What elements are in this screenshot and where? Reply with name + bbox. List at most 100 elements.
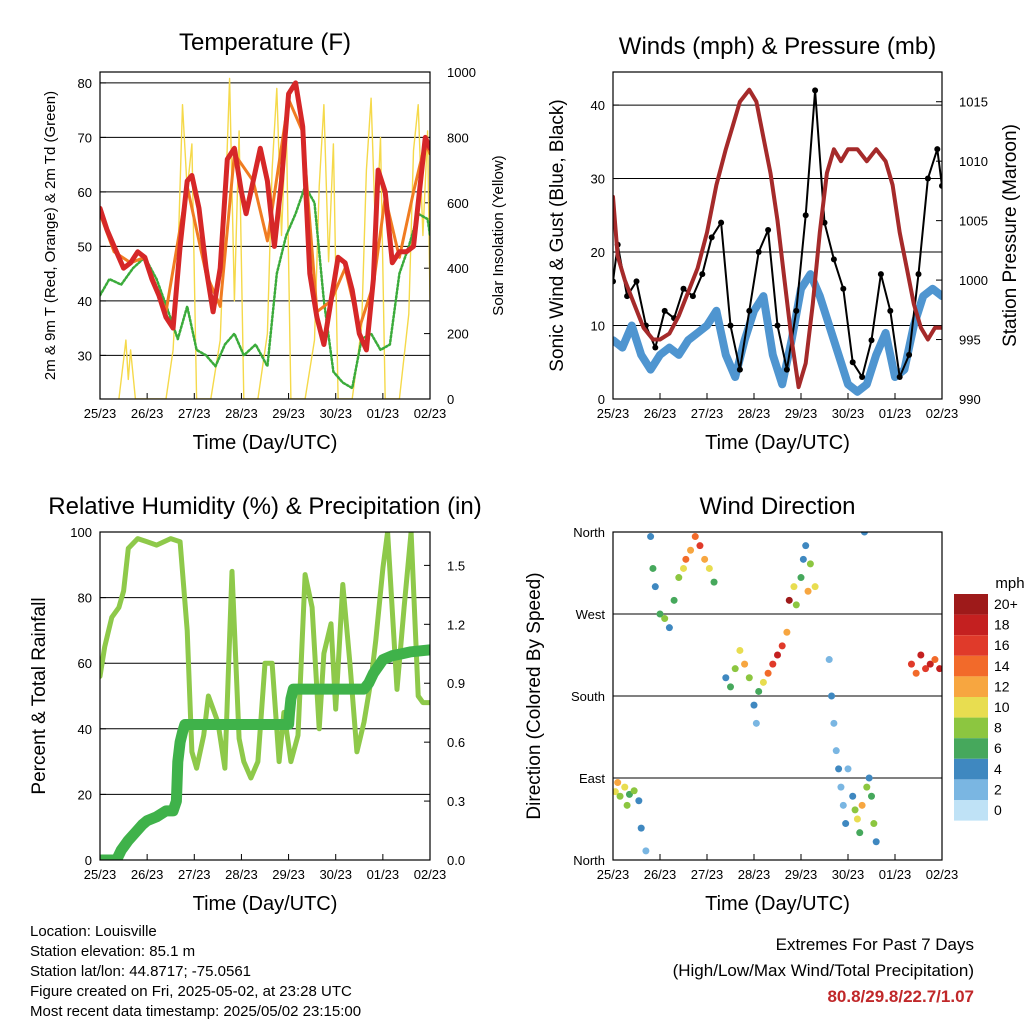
panel3-title: Relative Humidity (%) & Precipitation (i… bbox=[48, 493, 481, 520]
panel1-series-t2m-line bbox=[100, 80, 430, 353]
panel2-gust-point-22 bbox=[812, 87, 819, 94]
panel4-point-30 bbox=[741, 660, 749, 668]
panel2-xtick-label-6: 01/23 bbox=[879, 406, 912, 421]
panel3-y2tick-label-0: 0.0 bbox=[447, 853, 465, 868]
panel4-xtick-label-0: 25/23 bbox=[597, 867, 630, 882]
panel4-point-36 bbox=[764, 669, 772, 677]
panel3-xtick-label-0: 25/23 bbox=[84, 867, 117, 882]
panel2-y2tick-label-0: 990 bbox=[959, 392, 981, 407]
panel2-gust-point-34 bbox=[924, 175, 931, 182]
panel4-legend-label-0: 20+ bbox=[994, 596, 1018, 612]
panel2-y2tick-label-3: 1005 bbox=[959, 214, 988, 229]
panel4-point-35 bbox=[759, 678, 767, 686]
panel4-ytick-label-1: East bbox=[579, 771, 605, 786]
panel4-point-12 bbox=[651, 583, 659, 591]
panel3-plot-area bbox=[100, 532, 430, 860]
panel4-point-6 bbox=[614, 779, 622, 787]
panel2-xtick-label-2: 27/23 bbox=[691, 406, 724, 421]
panel4-point-1 bbox=[616, 792, 624, 800]
panel2-ytick-label-4: 40 bbox=[591, 98, 605, 113]
panel4-point-9 bbox=[642, 847, 650, 855]
footer-location: Location: Louisville bbox=[30, 923, 157, 940]
panel4-point-21 bbox=[691, 533, 699, 541]
panel2-gust-point-9 bbox=[689, 293, 696, 300]
panel2-gust-point-16 bbox=[755, 249, 762, 256]
panel1-xtick-label-5: 30/23 bbox=[319, 406, 352, 421]
panel4-point-4 bbox=[630, 787, 638, 795]
panel2-xtick-label-1: 26/23 bbox=[644, 406, 677, 421]
panel4-legend-label-9: 2 bbox=[994, 781, 1002, 797]
panel3-xtick-label-4: 29/23 bbox=[272, 867, 305, 882]
panel2-gust-point-25 bbox=[840, 285, 847, 292]
panel2-gust-point-13 bbox=[727, 322, 734, 329]
panel4-point-32 bbox=[750, 701, 758, 709]
panel4-point-45 bbox=[799, 555, 807, 563]
panel1-ytick-label-0: 30 bbox=[78, 348, 92, 363]
panel4-legend-label-2: 16 bbox=[994, 637, 1010, 653]
panel4-point-44 bbox=[797, 574, 805, 582]
panel2-gust-point-36 bbox=[939, 182, 942, 189]
panel4-xtick-label-1: 26/23 bbox=[644, 867, 677, 882]
panel2-gust-point-12 bbox=[718, 219, 725, 226]
panel2-xtick-label-3: 28/23 bbox=[738, 406, 771, 421]
panel1-y2tick-label-3: 600 bbox=[447, 196, 469, 211]
panel2-gust-point-21 bbox=[802, 212, 809, 219]
panel1-xtick-label-6: 01/23 bbox=[367, 406, 400, 421]
panel1-ytick-label-5: 80 bbox=[78, 76, 92, 91]
panel4-point-66 bbox=[868, 792, 875, 800]
panel4-xtick-label-4: 29/23 bbox=[785, 867, 818, 882]
panel1-xlabel: Time (Day/UTC) bbox=[193, 432, 338, 454]
panel4-point-68 bbox=[872, 838, 880, 846]
panel3-y2tick-label-1: 0.3 bbox=[447, 794, 465, 809]
panel1-ytick-label-2: 50 bbox=[78, 239, 92, 254]
panel4-legend-label-5: 10 bbox=[994, 699, 1010, 715]
panel2-gust-point-15 bbox=[746, 307, 753, 314]
panel3-ytick-label-2: 40 bbox=[78, 722, 92, 737]
panel3-xtick-label-2: 27/23 bbox=[178, 867, 211, 882]
panel1-plot-area bbox=[100, 77, 430, 399]
panel4-point-65 bbox=[865, 774, 873, 782]
panel2-ytick-label-2: 20 bbox=[591, 245, 605, 260]
panel3-series-rh-line bbox=[100, 532, 430, 781]
panel4-point-49 bbox=[802, 542, 810, 550]
panel2-series-pressure-line bbox=[613, 87, 942, 390]
panel4-point-3 bbox=[625, 790, 633, 798]
panel2-gust-point-26 bbox=[849, 359, 856, 366]
panel4-frame bbox=[612, 531, 943, 861]
panel1-ytick-label-3: 60 bbox=[78, 185, 92, 200]
panel4-point-18 bbox=[680, 564, 687, 572]
panel1-y2tick-label-2: 400 bbox=[447, 261, 469, 276]
panel2-gust-point-10 bbox=[699, 271, 706, 278]
panel4-legend-swatch-9 bbox=[954, 779, 988, 800]
panel4-legend-swatch-6 bbox=[954, 717, 988, 739]
panel2-frame bbox=[612, 71, 943, 400]
panel4-point-74 bbox=[926, 660, 934, 668]
panel4-point-10 bbox=[647, 533, 655, 541]
panel4-ylabel: Direction (Colored By Speed) bbox=[524, 572, 545, 819]
panel2-gust-point-31 bbox=[896, 373, 903, 380]
panel1-y2label: Solar Insolation (Yellow) bbox=[490, 155, 507, 315]
panel4-point-52 bbox=[830, 719, 838, 727]
panel4-point-24 bbox=[705, 564, 713, 572]
panel3-frame bbox=[99, 531, 431, 861]
panel4-point-57 bbox=[842, 820, 850, 828]
panel4-point-2 bbox=[621, 783, 629, 791]
panel4-legend-swatch-7 bbox=[954, 738, 988, 759]
panel3-xtick-label-6: 01/23 bbox=[367, 867, 400, 882]
panel4-legend-label-6: 8 bbox=[994, 720, 1002, 736]
panel4-legend-swatch-3 bbox=[954, 655, 988, 677]
panel2-gust-point-29 bbox=[877, 271, 884, 278]
panel3-ytick-label-3: 60 bbox=[78, 656, 92, 671]
panel2-y2tick-label-4: 1010 bbox=[959, 154, 988, 169]
panel4-point-14 bbox=[661, 615, 669, 623]
extremes-values: 80.8/29.8/22.7/1.07 bbox=[827, 984, 974, 1010]
panel2-gust-point-20 bbox=[793, 307, 800, 314]
panel2-gust-point-18 bbox=[774, 322, 781, 329]
panel4-point-39 bbox=[778, 642, 786, 650]
panel4-point-37 bbox=[769, 660, 777, 668]
panel2-plot-area bbox=[613, 87, 942, 396]
panel2-ylabel: Sonic Wind & Gust (Blue, Black) bbox=[547, 99, 568, 371]
panel2-gust-point-30 bbox=[887, 307, 894, 314]
panel3-xlabel: Time (Day/UTC) bbox=[193, 893, 338, 915]
